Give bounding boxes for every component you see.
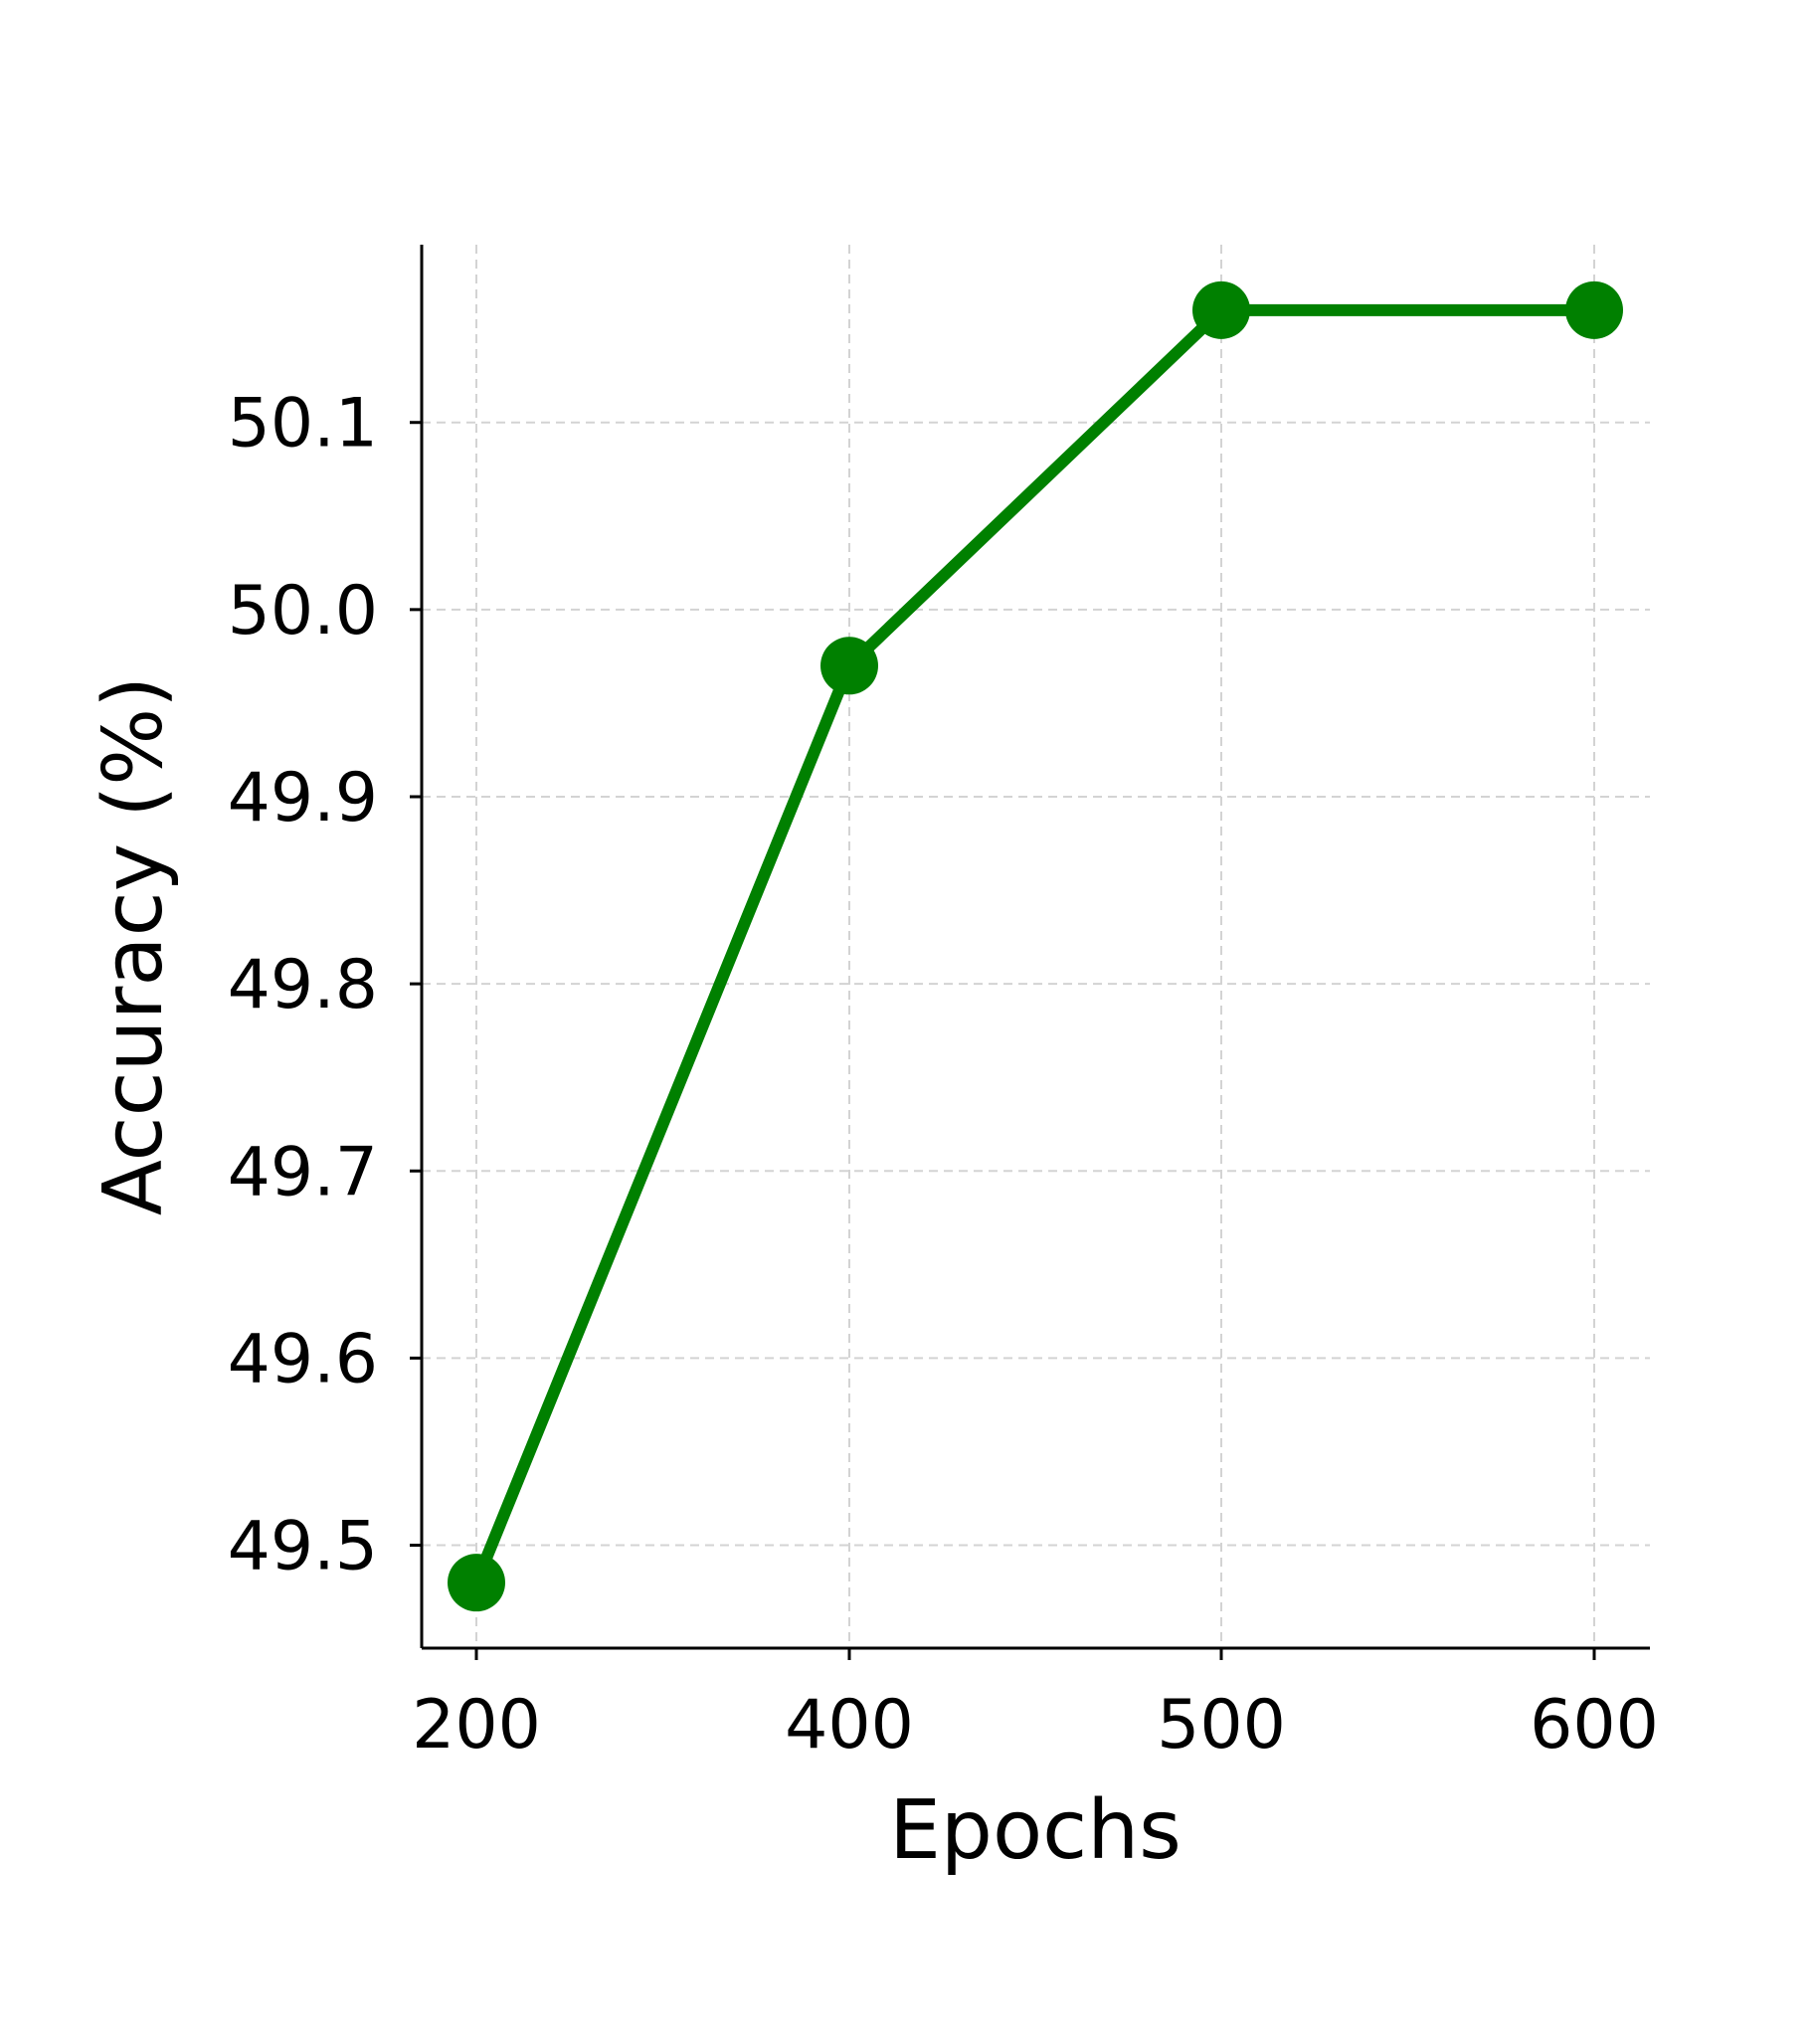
y-axis-title: Accuracy (%) <box>87 676 181 1215</box>
y-tick-label: 50.0 <box>228 572 378 650</box>
y-tick-label: 49.6 <box>228 1320 378 1398</box>
y-tick-label: 49.5 <box>228 1508 378 1586</box>
y-tick-label: 49.9 <box>228 759 378 837</box>
x-tick-label: 200 <box>412 1686 541 1765</box>
y-tick-label: 49.8 <box>228 946 378 1024</box>
grid <box>422 245 1650 1648</box>
data-point <box>448 1554 505 1612</box>
x-tick-label: 600 <box>1530 1686 1659 1765</box>
x-tick-label: 400 <box>785 1686 914 1765</box>
x-tick-label: 500 <box>1157 1686 1286 1765</box>
series-line <box>470 303 1594 1585</box>
x-axis-title: Epochs <box>889 1783 1181 1878</box>
axes <box>420 245 1650 1650</box>
data-point <box>820 637 878 695</box>
data-point <box>1192 280 1250 339</box>
y-tick-label: 49.7 <box>228 1133 378 1211</box>
data-point <box>1565 280 1623 339</box>
series <box>448 280 1623 1612</box>
y-tick-label: 50.1 <box>228 385 378 464</box>
ticks: 200 400 500 600 49.5 49.6 49.7 49.8 49.9 50.0 50.1 <box>228 385 1659 1765</box>
